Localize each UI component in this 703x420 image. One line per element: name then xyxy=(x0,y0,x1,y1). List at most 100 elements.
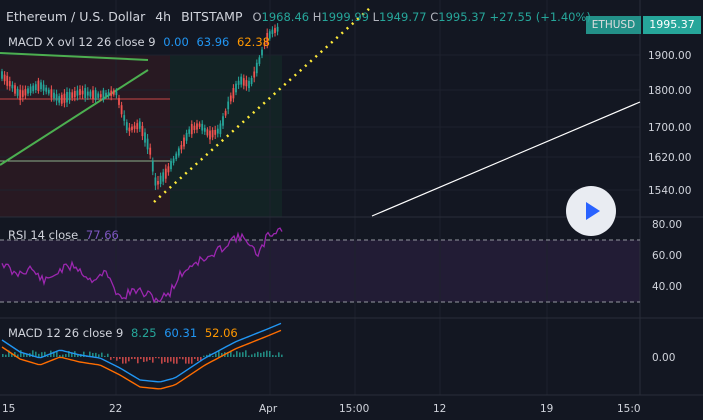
macd-histogram-bar xyxy=(56,350,58,357)
candle-body xyxy=(6,75,9,86)
macd-histogram-bar xyxy=(269,351,271,357)
candle-body xyxy=(99,94,102,98)
candle-body xyxy=(27,88,29,94)
candle-body xyxy=(120,105,123,115)
candle-body xyxy=(274,28,276,33)
candle-body xyxy=(84,88,87,99)
candle-body xyxy=(128,127,131,132)
candle-body xyxy=(71,92,74,98)
macd-histogram-bar xyxy=(53,351,55,357)
macd-histogram-bar xyxy=(242,352,244,357)
macd-histogram-bar xyxy=(173,357,175,364)
macd-histogram-bar xyxy=(71,352,73,357)
candle-body xyxy=(97,93,100,98)
candle-body xyxy=(94,90,97,101)
candle-body xyxy=(167,166,170,173)
candle-body xyxy=(1,71,3,79)
candle-body xyxy=(196,123,198,130)
candle-body xyxy=(237,80,240,85)
macd-histogram-bar xyxy=(149,357,151,360)
candle-body xyxy=(185,132,188,141)
symbol-price-tag: ETHUSD xyxy=(586,16,641,34)
candle-body xyxy=(219,123,222,135)
macd-histogram-bar xyxy=(110,357,112,360)
symbol-header: Ethereum / U.S. Dollar 4h BITSTAMP O1968… xyxy=(6,9,597,24)
candle-body xyxy=(50,89,53,98)
interval[interactable]: 4h xyxy=(155,9,172,24)
candle-body xyxy=(271,29,274,34)
macd-histogram-bar xyxy=(188,357,190,364)
candle-body xyxy=(193,125,196,130)
candle-body xyxy=(24,89,27,96)
candle-body xyxy=(112,90,115,95)
candle-body xyxy=(131,126,133,131)
candle-body xyxy=(79,89,81,95)
candle-body xyxy=(136,123,139,130)
macd-histogram-bar xyxy=(62,354,64,357)
price-tick: 1800.00 xyxy=(648,85,691,97)
macd-histogram-bar xyxy=(182,357,184,360)
macd-histogram-bar xyxy=(218,350,220,357)
macd-histogram-bar xyxy=(35,351,37,357)
candle-body xyxy=(105,92,107,97)
macd-histogram-bar xyxy=(248,355,250,357)
macd-histogram-bar xyxy=(140,357,142,360)
candle-body xyxy=(11,84,14,89)
rsi-legend[interactable]: RSI 14 close 77.66 xyxy=(8,228,119,242)
price-tick: 1900.00 xyxy=(648,50,691,62)
macd-histogram-bar xyxy=(125,357,127,364)
macd-histogram-bar xyxy=(59,355,61,357)
rsi-tick: 60.00 xyxy=(652,250,682,262)
macd-histogram-bar xyxy=(245,350,247,357)
candle-body xyxy=(253,71,256,78)
candle-body xyxy=(107,92,110,96)
candle-body xyxy=(232,88,235,99)
time-tick: Apr xyxy=(259,403,278,415)
candle-body xyxy=(268,31,271,39)
candle-body xyxy=(157,180,159,185)
macd-legend[interactable]: MACD 12 26 close 9 8.25 60.31 52.06 xyxy=(8,326,238,340)
macd-histogram-bar xyxy=(113,357,115,359)
candle-body xyxy=(68,92,71,101)
macd-histogram-bar xyxy=(236,351,238,357)
symbol-name[interactable]: Ethereum / U.S. Dollar xyxy=(6,9,146,24)
macd-histogram-bar xyxy=(128,357,130,362)
time-tick: 15:00 xyxy=(339,403,369,415)
macd-histogram-bar xyxy=(104,355,106,357)
macd-histogram-bar xyxy=(83,351,85,357)
candle-body xyxy=(42,84,45,91)
macd-histogram-bar xyxy=(98,354,100,357)
candle-body xyxy=(206,129,209,136)
candle-body xyxy=(19,89,22,101)
candle-body xyxy=(214,129,217,135)
candle-body xyxy=(37,80,40,92)
macd-histogram-bar xyxy=(23,353,25,357)
candle-body xyxy=(32,85,35,92)
play-button[interactable] xyxy=(566,186,616,236)
macd-histogram-bar xyxy=(65,354,67,357)
candle-body xyxy=(34,84,37,91)
candle-body xyxy=(29,86,32,93)
candle-body xyxy=(188,129,191,134)
candle-body xyxy=(255,62,258,74)
macd-histogram-bar xyxy=(197,357,199,361)
macd-histogram-bar xyxy=(260,352,262,357)
macd-histogram-bar xyxy=(230,350,232,357)
macd-histogram-bar xyxy=(215,353,217,357)
candle-body xyxy=(222,116,224,126)
candle-body xyxy=(8,81,11,87)
candle-body xyxy=(266,32,269,44)
time-tick: 19 xyxy=(540,403,553,415)
candle-body xyxy=(58,96,61,103)
candle-body xyxy=(118,98,120,105)
candle-body xyxy=(125,122,128,131)
candle-body xyxy=(76,90,79,96)
macd-cross-legend[interactable]: MACD X ovl 12 26 close 9 0.00 63.96 62.3… xyxy=(8,35,270,49)
candle-body xyxy=(276,26,279,32)
rsi-line xyxy=(1,227,283,304)
candle-body xyxy=(73,91,76,98)
candle-body xyxy=(229,95,232,102)
candle-body xyxy=(66,91,68,103)
macd-histogram-bar xyxy=(116,357,118,361)
